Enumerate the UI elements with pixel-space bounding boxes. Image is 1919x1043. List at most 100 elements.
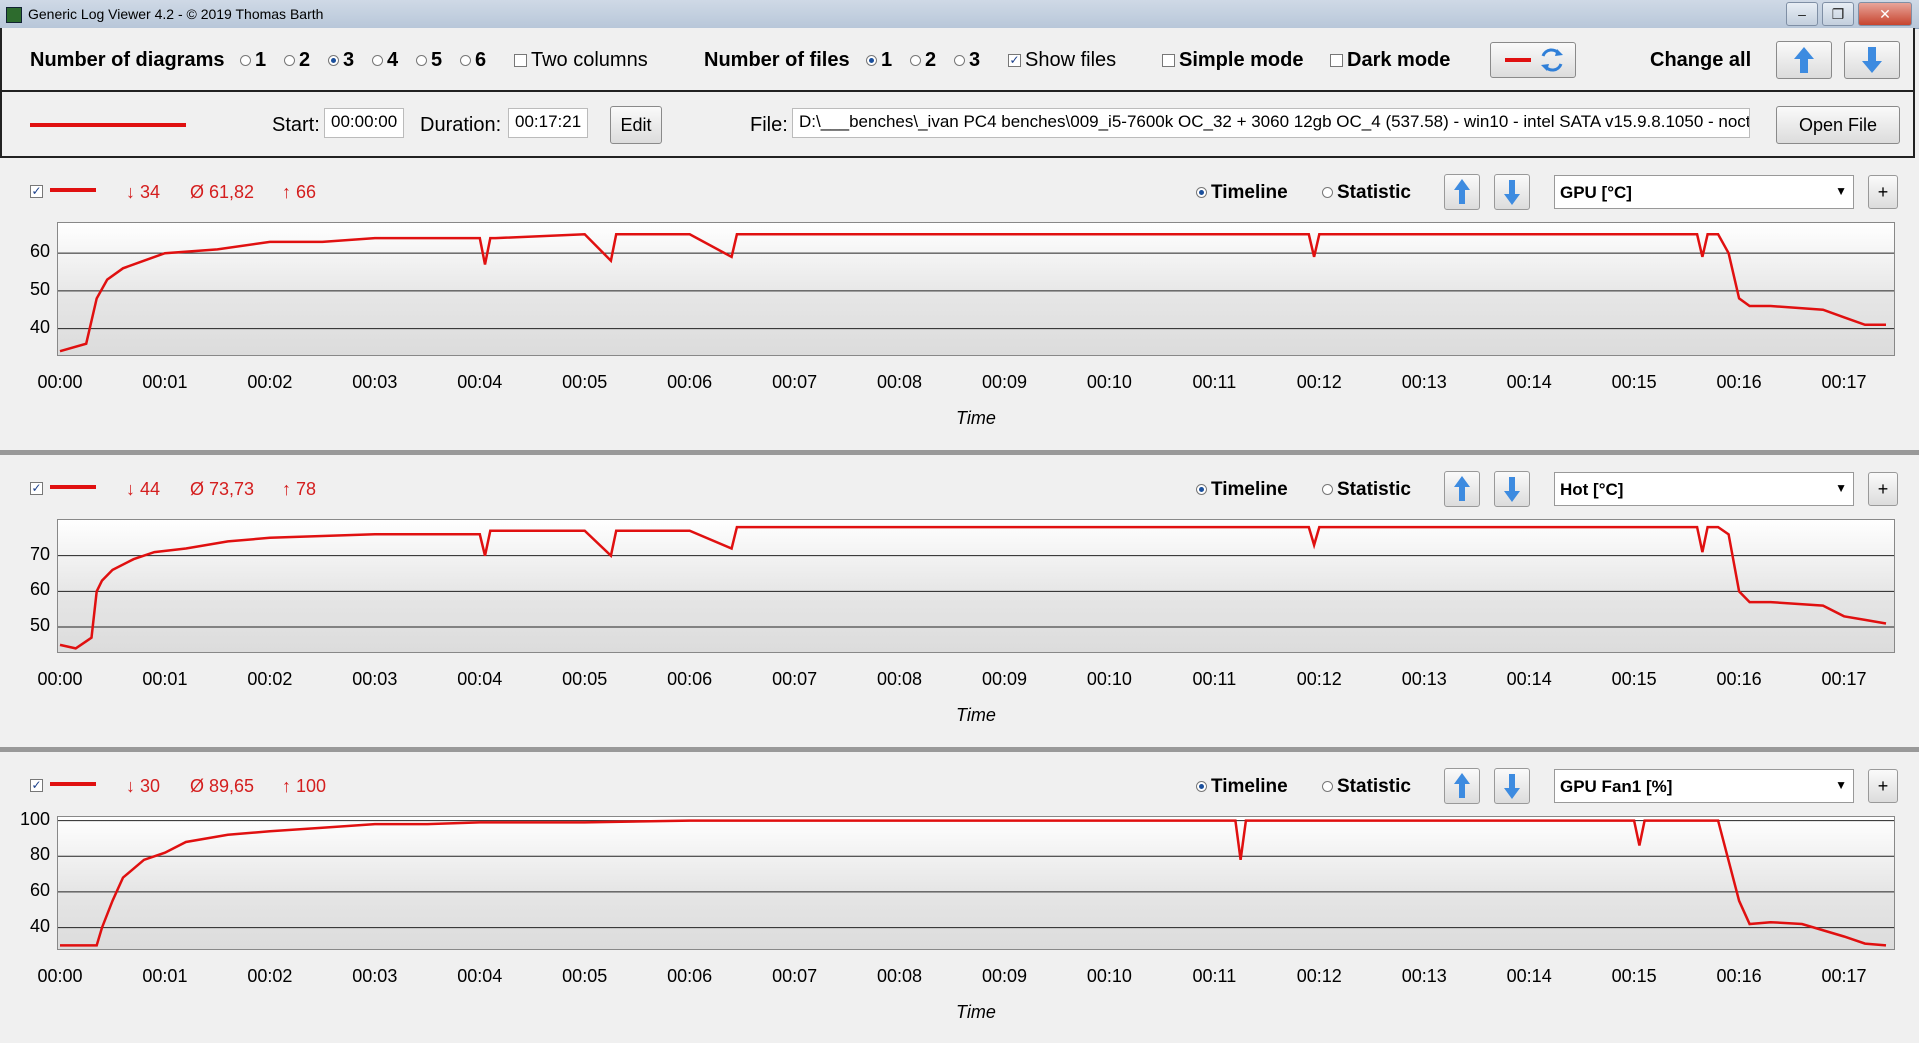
move-all-up-button[interactable] <box>1776 41 1832 79</box>
y-tick-label: 40 <box>29 316 50 337</box>
statistic-radio[interactable]: Statistic <box>1322 479 1411 501</box>
add-series-button[interactable]: + <box>1868 472 1898 506</box>
diagram-option-1[interactable]: 1 <box>240 49 266 72</box>
diagram-option-3[interactable]: 3 <box>328 49 354 72</box>
series-visible-checkbox[interactable]: ✓ <box>30 481 43 495</box>
plot-area <box>57 222 1895 356</box>
statistic-radio[interactable]: Statistic <box>1322 776 1411 798</box>
move-diagram-up-button[interactable] <box>1444 174 1480 210</box>
arrow-down-icon <box>1862 47 1882 73</box>
diagrams-label: Number of diagrams <box>30 49 225 71</box>
x-tick-label: 00:04 <box>457 669 503 689</box>
add-series-button[interactable]: + <box>1868 769 1898 803</box>
arrow-up-icon <box>1454 179 1470 204</box>
sensor-select[interactable]: Hot [°C] ▼ <box>1554 472 1854 506</box>
y-tick-label: 80 <box>29 844 50 865</box>
x-tick-label: 00:15 <box>1611 669 1657 689</box>
x-tick-label: 00:03 <box>352 669 398 689</box>
radio-icon <box>240 55 251 67</box>
radio-icon <box>1322 781 1333 793</box>
x-tick-label: 00:11 <box>1192 372 1237 392</box>
y-tick-label: 60 <box>29 579 50 600</box>
color-swap-button[interactable] <box>1490 42 1576 78</box>
panel-separator[interactable] <box>0 747 1919 752</box>
file-option-2[interactable]: 2 <box>910 49 936 72</box>
radio-icon <box>954 55 965 67</box>
x-tick-label: 00:02 <box>247 669 293 689</box>
edit-button[interactable]: Edit <box>610 106 662 144</box>
x-tick-label: 00:15 <box>1611 372 1657 392</box>
radio-icon <box>1322 484 1333 496</box>
move-all-down-button[interactable] <box>1844 41 1900 79</box>
sensor-select[interactable]: GPU Fan1 [%] ▼ <box>1554 769 1854 803</box>
move-diagram-down-button[interactable] <box>1494 174 1530 210</box>
statistic-radio[interactable]: Statistic <box>1322 182 1411 204</box>
arrow-up-icon <box>1794 47 1814 73</box>
move-diagram-down-button[interactable] <box>1494 768 1530 804</box>
radio-icon <box>416 55 427 67</box>
open-file-button[interactable]: Open File <box>1776 106 1900 144</box>
minimize-button[interactable]: – <box>1786 2 1818 26</box>
move-diagram-up-button[interactable] <box>1444 471 1480 507</box>
series-color-swatch[interactable] <box>48 484 98 490</box>
x-tick-label: 00:13 <box>1401 372 1447 392</box>
diagram-option-2[interactable]: 2 <box>284 49 310 72</box>
series-visible-checkbox[interactable]: ✓ <box>30 778 43 792</box>
timeline-radio[interactable]: Timeline <box>1196 182 1288 204</box>
panel-separator[interactable] <box>0 450 1919 455</box>
x-tick-label: 00:16 <box>1716 372 1762 392</box>
series-color-swatch[interactable] <box>48 187 98 193</box>
radio-icon <box>372 55 383 67</box>
series-color-swatch[interactable] <box>48 781 98 787</box>
dark-mode-checkbox[interactable]: Dark mode <box>1330 49 1450 72</box>
refresh-color-icon <box>1505 48 1563 72</box>
diagram-option-5[interactable]: 5 <box>416 49 442 72</box>
maximize-button[interactable]: ❐ <box>1822 2 1854 26</box>
x-tick-label: 00:00 <box>37 669 83 689</box>
x-tick-label: 00:11 <box>1192 966 1237 986</box>
simple-mode-checkbox[interactable]: Simple mode <box>1162 49 1303 72</box>
show-files-checkbox[interactable]: ✓ Show files <box>1008 49 1117 71</box>
y-tick-label: 50 <box>29 278 50 299</box>
add-series-button[interactable]: + <box>1868 175 1898 209</box>
x-tick-label: 00:01 <box>142 372 188 392</box>
series-visible-checkbox[interactable]: ✓ <box>30 184 43 198</box>
two-columns-checkbox[interactable]: Two columns <box>514 49 648 72</box>
title-bar: Generic Log Viewer 4.2 - © 2019 Thomas B… <box>0 0 1919 29</box>
file-option-3[interactable]: 3 <box>954 49 980 72</box>
max-value: ↑ 100 <box>282 776 327 796</box>
radio-selected-icon <box>866 55 877 67</box>
duration-label: Duration: <box>420 114 502 136</box>
x-tick-label: 00:17 <box>1821 669 1867 689</box>
diagram-option-4[interactable]: 4 <box>372 49 398 72</box>
x-tick-label: 00:03 <box>352 372 398 392</box>
x-tick-label: 00:06 <box>667 669 713 689</box>
timeline-radio[interactable]: Timeline <box>1196 776 1288 798</box>
close-button[interactable]: ✕ <box>1858 2 1912 26</box>
start-input[interactable]: 00:00:00 <box>324 108 404 138</box>
start-label: Start: <box>272 114 320 136</box>
avg-value: Ø 61,82 <box>190 182 255 202</box>
radio-icon <box>284 55 295 67</box>
diagram-panel: ✓ ↓ 34 Ø 61,82 ↑ 66 Timeline Statistic G… <box>0 160 1919 449</box>
series-line <box>59 525 1887 650</box>
diagram-panel: ✓ ↓ 30 Ø 89,65 ↑ 100 Timeline Statistic … <box>0 754 1919 1043</box>
file-line-swatch[interactable] <box>30 122 186 128</box>
file-path-input[interactable]: D:\___benches\_ivan PC4 benches\009_i5-7… <box>792 108 1750 138</box>
x-tick-label: 00:09 <box>981 372 1027 392</box>
file-option-1[interactable]: 1 <box>866 49 892 72</box>
files-label: Number of files <box>704 49 850 71</box>
move-diagram-down-button[interactable] <box>1494 471 1530 507</box>
arrow-up-icon <box>1454 773 1470 798</box>
x-tick-label: 00:07 <box>772 669 818 689</box>
sensor-select[interactable]: GPU [°C] ▼ <box>1554 175 1854 209</box>
move-diagram-up-button[interactable] <box>1444 768 1480 804</box>
y-tick-label: 60 <box>29 241 50 262</box>
duration-input[interactable]: 00:17:21 <box>508 108 588 138</box>
x-tick-label: 00:01 <box>142 966 188 986</box>
chevron-down-icon: ▼ <box>1835 184 1847 198</box>
x-axis-label: Time <box>956 408 996 428</box>
x-tick-label: 00:16 <box>1716 966 1762 986</box>
diagram-option-6[interactable]: 6 <box>460 49 486 72</box>
timeline-radio[interactable]: Timeline <box>1196 479 1288 501</box>
